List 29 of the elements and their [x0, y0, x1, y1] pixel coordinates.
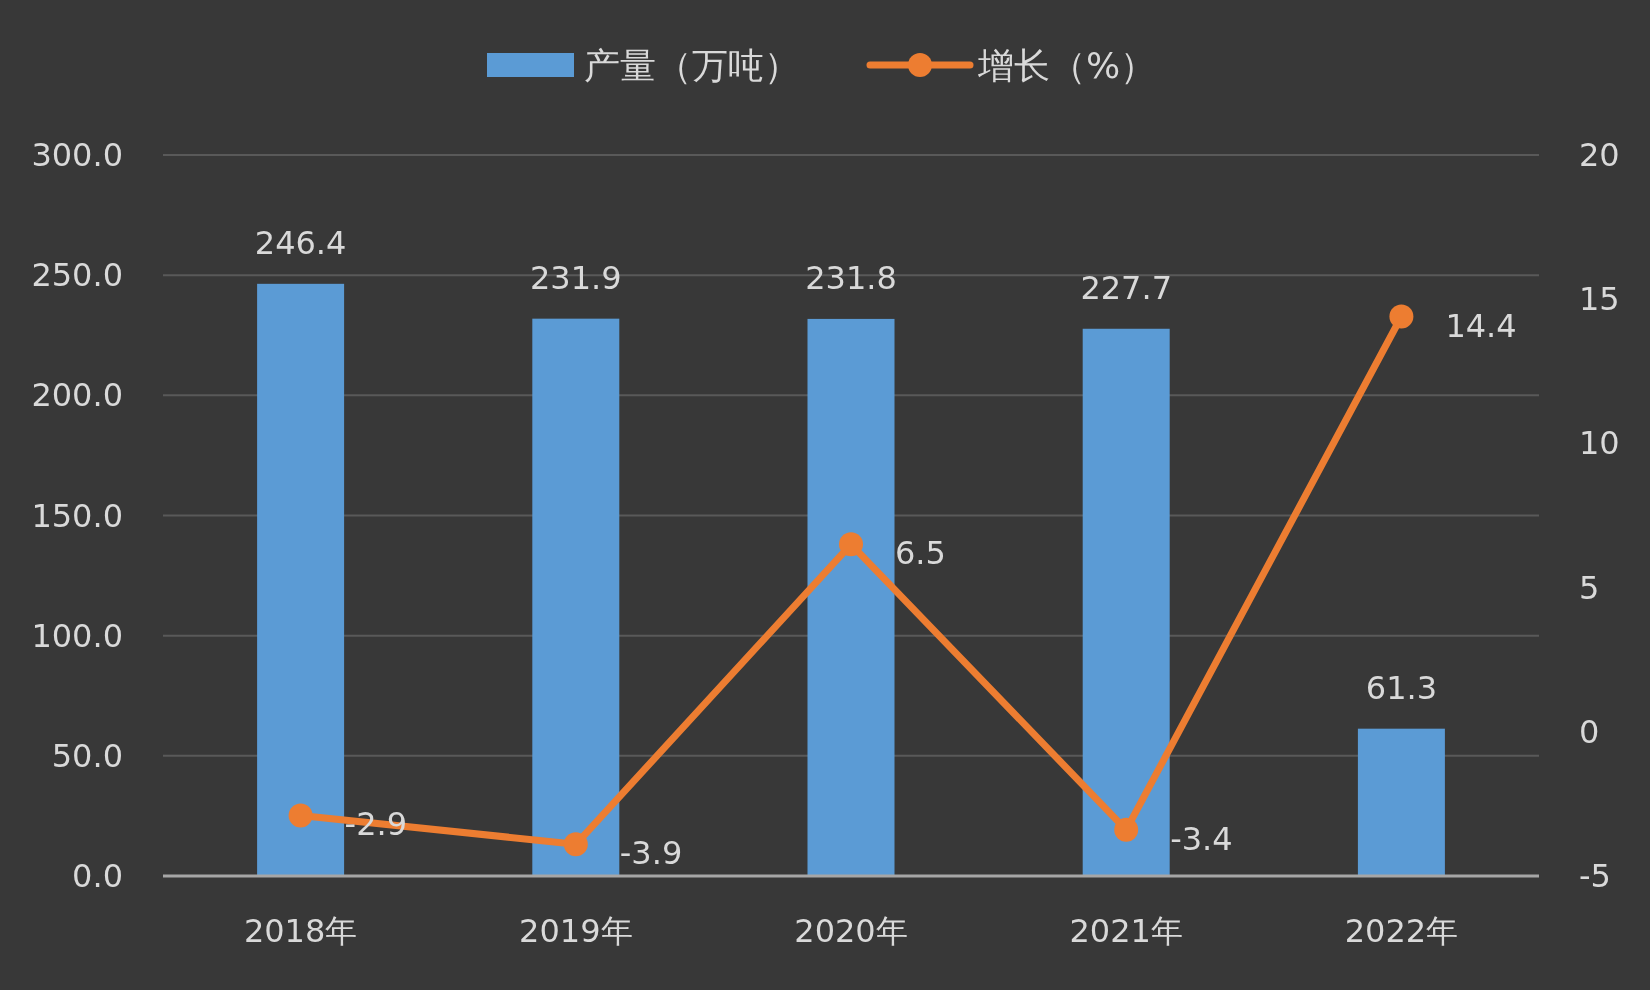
ytick: 50.0: [51, 736, 123, 775]
data-label: 6.5: [895, 534, 946, 573]
data-label: 14.4: [1445, 306, 1517, 345]
xtick: 2020年: [794, 912, 908, 950]
ytick: 150.0: [31, 496, 123, 535]
xtick: 2018年: [243, 912, 358, 950]
xtick: 2021年: [1069, 912, 1183, 950]
data-label: 227.7: [1080, 268, 1172, 307]
y2tick: -5: [1579, 857, 1611, 895]
xtick: 2019年: [519, 912, 633, 950]
data-label: -3.4: [1170, 819, 1233, 858]
y2tick: 5: [1579, 568, 1600, 607]
ytick: 100.0: [31, 616, 123, 655]
y2tick: 20: [1579, 136, 1620, 174]
y2tick: 0: [1579, 712, 1600, 751]
legend-label: 增长（%）: [978, 45, 1157, 86]
data-label: 231.8: [805, 258, 897, 297]
data-label: -3.9: [619, 834, 683, 873]
y2tick: 10: [1579, 424, 1620, 463]
data-label: 246.4: [254, 223, 347, 262]
ytick: 250.0: [31, 256, 123, 295]
data-label: 61.3: [1365, 668, 1438, 707]
ytick: 300.0: [31, 136, 123, 174]
xtick: 2022年: [1344, 912, 1459, 950]
ytick: 200.0: [31, 376, 123, 415]
legend-label: 产量（万吨）: [584, 45, 800, 86]
y2tick: 15: [1579, 280, 1620, 319]
ytick: 0.0: [72, 857, 123, 895]
data-label: 231.9: [530, 258, 622, 297]
